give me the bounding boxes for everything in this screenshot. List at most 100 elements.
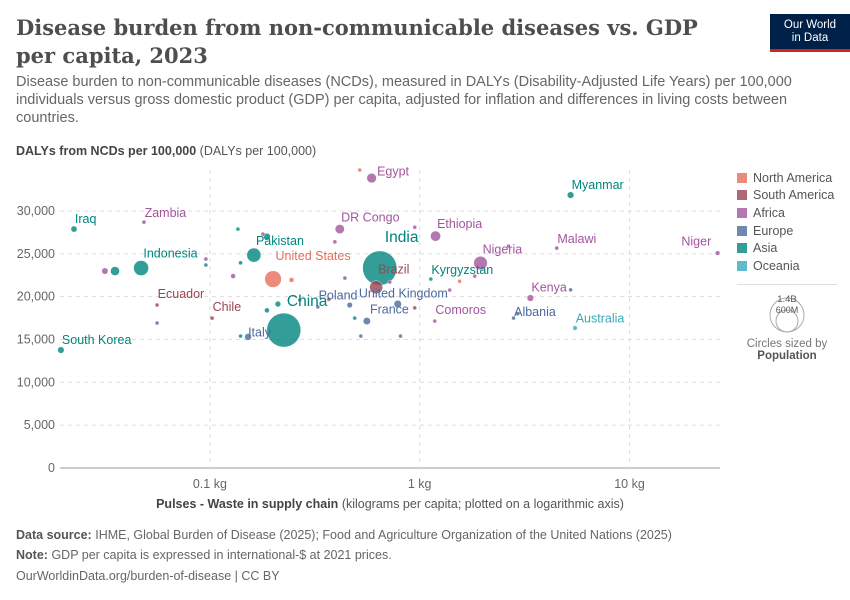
data-point [264, 270, 282, 288]
point-label: Iraq [75, 212, 97, 226]
legend-label: Oceania [753, 258, 800, 273]
size-label-small: 600M [776, 305, 799, 315]
data-point [511, 315, 516, 321]
point-label: China [287, 293, 328, 310]
data-point [369, 280, 383, 294]
data-point [315, 304, 321, 310]
data-point [297, 297, 302, 303]
source-label: Data source: [16, 528, 92, 542]
data-point [572, 325, 578, 331]
chart-title: Disease burden from non-communicable dis… [16, 15, 698, 68]
point-label: Albania [514, 305, 556, 319]
data-point [203, 256, 209, 262]
logo-line-1: Our World [783, 18, 837, 31]
size-label-large: 1.4B [777, 294, 797, 305]
data-point [326, 297, 332, 302]
point-label: Egypt [377, 164, 409, 178]
legend-swatch [737, 172, 747, 183]
size-circle-small [775, 309, 799, 333]
point-label: Kenya [531, 281, 566, 295]
legend-item[interactable]: Europe [737, 222, 834, 240]
legend-label: Asia [753, 241, 778, 256]
point-label: Kyrgyzstan [431, 263, 493, 277]
size-variable: Population [757, 350, 817, 362]
data-point [432, 318, 437, 324]
data-point [366, 173, 377, 184]
point-label: DR Congo [341, 210, 399, 224]
data-point [715, 250, 721, 256]
data-point [141, 219, 147, 225]
footer-note: Note: GDP per capita is expressed in int… [16, 548, 392, 562]
data-point [260, 231, 266, 237]
data-point [209, 315, 215, 321]
point-label: India [385, 229, 419, 246]
legend-label: Europe [753, 223, 794, 238]
data-point [398, 333, 403, 339]
data-point [526, 294, 534, 302]
data-point [472, 273, 477, 279]
legend-item[interactable]: South America [737, 187, 834, 205]
data-point [567, 191, 575, 199]
data-point [393, 300, 402, 308]
note-label: Note: [16, 548, 48, 562]
data-point [238, 260, 243, 266]
y-tick-label: 15,000 [17, 333, 55, 347]
data-point [428, 276, 434, 282]
data-point [506, 243, 511, 249]
point-label: Zambia [145, 206, 187, 220]
point-label: South Korea [62, 333, 132, 347]
data-point [358, 333, 364, 339]
x-axis-unit: (kilograms per capita; plotted on a loga… [341, 497, 624, 511]
data-point [154, 302, 160, 308]
data-point [154, 320, 160, 326]
data-point [387, 279, 392, 285]
x-axis-title: Pulses - Waste in supply chain (kilogram… [0, 497, 780, 511]
legend-item[interactable]: Africa [737, 204, 834, 222]
legend-swatch [737, 207, 747, 218]
point-label: United Kingdom [359, 286, 448, 300]
point-label: Poland [319, 288, 358, 302]
data-point [352, 315, 357, 321]
legend-item[interactable]: North America [737, 169, 834, 187]
color-legend: North America South America Africa Europe As… [737, 169, 834, 275]
y-tick-label: 5,000 [24, 418, 55, 432]
point-label: Myanmar [572, 178, 624, 192]
y-axis-unit: (DALYs per 100,000) [199, 144, 317, 158]
y-tick-label: 20,000 [17, 290, 55, 304]
legend-swatch [737, 260, 747, 271]
data-point [346, 302, 353, 309]
data-point [515, 311, 520, 316]
point-label: Malawi [557, 232, 596, 246]
size-legend: 1.4B 600M Circles sized by Population [737, 284, 837, 362]
data-point [133, 260, 149, 276]
y-tick-label: 10,000 [17, 375, 55, 389]
data-point [288, 277, 295, 283]
y-tick-label: 0 [48, 461, 55, 475]
point-label: Ethiopia [437, 217, 482, 231]
data-point [110, 266, 120, 276]
point-label: Australia [576, 312, 625, 326]
chart-subtitle: Disease burden to non-communicable disea… [16, 74, 792, 126]
data-point [274, 300, 281, 308]
data-point [203, 262, 209, 268]
legend-label: North America [753, 170, 833, 185]
legend-item[interactable]: Oceania [737, 257, 834, 275]
data-point [473, 256, 488, 271]
legend-item[interactable]: Asia [737, 239, 834, 257]
data-point [412, 225, 417, 230]
owid-logo[interactable]: Our World in Data [770, 14, 850, 52]
data-point [554, 245, 560, 251]
data-point [362, 317, 371, 325]
data-point [266, 312, 301, 348]
data-point [263, 233, 271, 241]
legend-label: South America [753, 188, 835, 203]
data-point [430, 230, 441, 242]
data-point [412, 305, 417, 311]
legend-swatch [737, 243, 747, 254]
data-point [57, 346, 65, 354]
point-label: Comoros [435, 303, 486, 317]
point-label: Niger [681, 235, 711, 249]
data-point [568, 287, 573, 293]
footer-url[interactable]: OurWorldinData.org/burden-of-disease | C… [16, 569, 280, 583]
data-point [246, 247, 262, 263]
